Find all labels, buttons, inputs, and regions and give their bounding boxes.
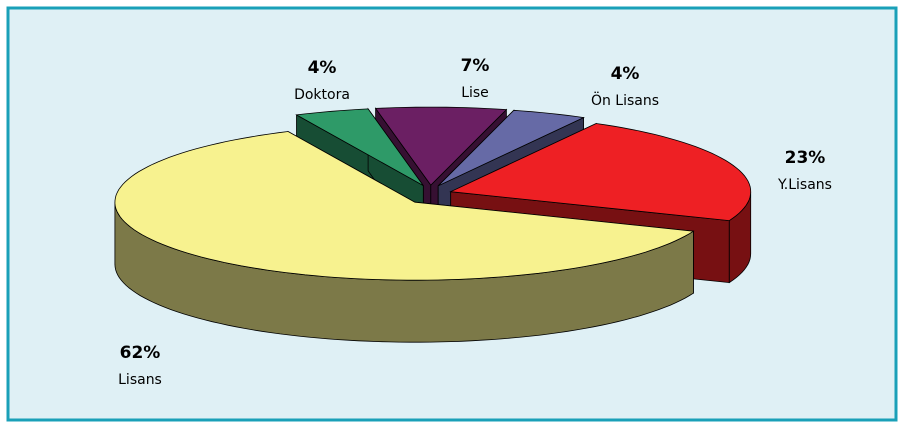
- category-label: Lise: [461, 85, 489, 101]
- slice: [449, 123, 752, 222]
- category-label: Y.Lisans: [777, 177, 832, 193]
- category-label: Ön Lisans: [591, 91, 659, 109]
- data-label: 4%: [611, 64, 640, 84]
- slice: [295, 108, 424, 186]
- slice: [114, 131, 695, 281]
- slice: [437, 109, 585, 187]
- data-label: 62%: [120, 343, 161, 363]
- category-label: Doktora: [294, 87, 350, 103]
- category-label: Lisans: [118, 372, 162, 388]
- slice: [374, 106, 508, 186]
- data-label: 7%: [461, 56, 490, 76]
- data-label: 4%: [308, 58, 337, 78]
- data-label: 23%: [785, 148, 826, 168]
